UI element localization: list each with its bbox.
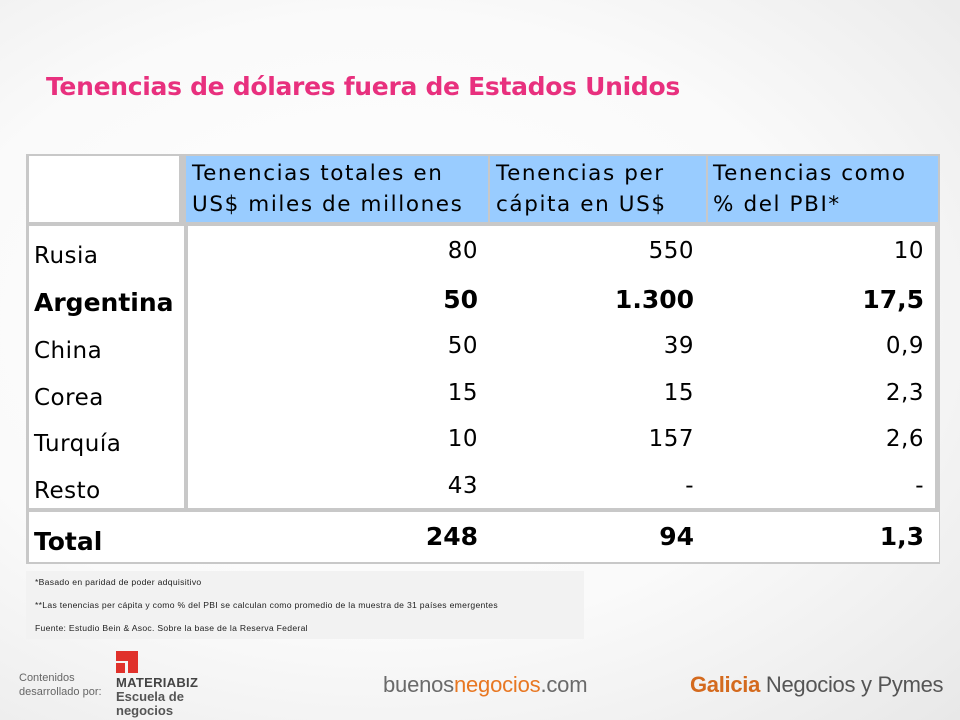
row-label: Argentina <box>34 288 174 317</box>
header-col-pbi-line2: % del PBI* <box>713 192 841 217</box>
materiabiz-tagline1: Escuela de <box>116 689 184 704</box>
row-total-value: 50 <box>447 333 478 359</box>
buenosnegocios-logo: buenosnegocios.com <box>383 672 588 698</box>
table-header-blank <box>29 156 179 222</box>
row-per-capita-value: - <box>685 473 694 499</box>
developed-by-label: Contenidos desarrollado por: <box>19 671 102 699</box>
materiabiz-tagline2: negocios <box>116 703 174 718</box>
galicia-logo: Galicia Negocios y Pymes <box>690 672 944 698</box>
row-pbi-value: 2,3 <box>885 380 924 406</box>
row-pbi-value: 0,9 <box>885 333 924 359</box>
header-col-pbi-line1: Tenencias como <box>713 161 907 186</box>
total-label: Total <box>34 527 103 556</box>
developed-by-line1: Contenidos <box>19 672 75 684</box>
header-col-pbi: Tenencias como % del PBI* <box>708 156 938 222</box>
row-pbi-value: - <box>915 473 924 499</box>
row-per-capita-value: 39 <box>663 333 694 359</box>
row-total-value: 50 <box>443 285 478 314</box>
header-col-per-capita-line1: Tenencias per <box>496 161 665 186</box>
developed-by-line2: desarrollado por: <box>19 686 102 698</box>
row-per-capita-value: 157 <box>648 426 694 452</box>
row-total-value: 43 <box>447 473 478 499</box>
row-per-capita-value: 550 <box>648 238 694 264</box>
materiabiz-logo: MATERIABIZ Escuela de negocios <box>116 676 198 718</box>
row-pbi-value: 17,5 <box>862 285 924 314</box>
footer-logos: Contenidos desarrollado por: MATERIABIZ … <box>0 648 960 720</box>
table-row: Turquía 10 157 2,6 <box>0 426 960 473</box>
header-col-per-capita: Tenencias per cápita en US$ <box>490 156 706 222</box>
slide-title: Tenencias de dólares fuera de Estados Un… <box>46 72 680 101</box>
total-value: 248 <box>425 522 478 551</box>
table-values-area <box>188 226 935 508</box>
buenosnegocios-part3: .com <box>540 672 588 697</box>
materiabiz-name: MATERIABIZ <box>116 675 199 690</box>
total-per-capita-value: 94 <box>659 522 694 551</box>
row-pbi-value: 10 <box>893 238 924 264</box>
table-row: Rusia 80 550 10 <box>0 238 960 285</box>
header-col-total: Tenencias totales en US$ miles de millon… <box>186 156 488 222</box>
footnote-ppp: *Basado en paridad de poder adquisitivo <box>35 577 202 587</box>
buenosnegocios-part1: buenos <box>383 672 454 697</box>
header-col-total-line2: US$ miles de millones <box>192 192 464 217</box>
row-pbi-value: 2,6 <box>885 426 924 452</box>
galicia-subtitle: Negocios y Pymes <box>760 672 944 697</box>
row-per-capita-value: 1.300 <box>614 285 694 314</box>
buenosnegocios-part2: negocios <box>453 672 541 697</box>
footnote-source: Fuente: Estudio Bein & Asoc. Sobre la ba… <box>35 623 308 633</box>
total-pbi-value: 1,3 <box>879 522 924 551</box>
table-row: Resto 43 - - <box>0 473 960 520</box>
row-total-value: 80 <box>447 238 478 264</box>
row-label: Turquía <box>34 431 122 457</box>
materiabiz-logo-icon <box>116 651 138 673</box>
table-row: Corea 15 15 2,3 <box>0 380 960 427</box>
table-total-row: Total 248 94 1,3 <box>0 522 960 569</box>
table-label-column <box>29 226 184 508</box>
row-label: Rusia <box>34 243 99 269</box>
header-col-total-line1: Tenencias totales en <box>192 161 444 186</box>
galicia-name: Galicia <box>690 672 761 697</box>
header-col-per-capita-line2: cápita en US$ <box>496 192 667 217</box>
footnotes-box: *Basado en paridad de poder adquisitivo … <box>26 571 584 639</box>
table-row-highlight: Argentina 50 1.300 17,5 <box>0 285 960 332</box>
row-per-capita-value: 15 <box>663 380 694 406</box>
row-total-value: 15 <box>447 380 478 406</box>
row-total-value: 10 <box>447 426 478 452</box>
table-row: China 50 39 0,9 <box>0 333 960 380</box>
row-label: Resto <box>34 478 101 504</box>
footnote-method: **Las tenencias per cápita y como % del … <box>35 600 498 610</box>
row-label: China <box>34 338 103 364</box>
row-label: Corea <box>34 385 104 411</box>
table-total-background <box>29 512 939 562</box>
